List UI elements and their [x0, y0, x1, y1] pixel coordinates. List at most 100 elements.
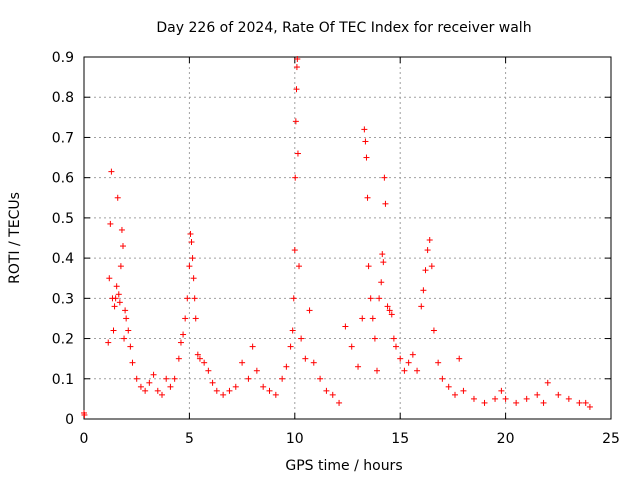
data-point	[154, 387, 161, 394]
data-point	[213, 387, 220, 394]
x-tick-label: 5	[185, 431, 194, 447]
x-tick-label: 20	[497, 431, 515, 447]
data-point	[158, 391, 165, 398]
x-tick-label: 15	[391, 431, 409, 447]
data-point	[239, 359, 246, 366]
data-point	[565, 395, 572, 402]
data-point	[117, 263, 124, 270]
data-point	[555, 391, 562, 398]
data-point	[106, 275, 113, 282]
data-point	[163, 375, 170, 382]
data-point	[523, 395, 530, 402]
data-point	[187, 230, 194, 237]
x-tick-label: 25	[602, 431, 620, 447]
x-axis-label: GPS time / hours	[285, 458, 402, 474]
y-tick-label: 0.4	[52, 251, 74, 267]
data-point	[576, 399, 583, 406]
data-point	[119, 243, 126, 250]
data-point	[188, 239, 195, 246]
data-point	[513, 399, 520, 406]
data-point	[540, 399, 547, 406]
data-point	[137, 383, 144, 390]
data-point	[283, 363, 290, 370]
data-point	[81, 411, 88, 418]
data-point	[121, 335, 128, 342]
data-point	[133, 375, 140, 382]
data-point	[105, 339, 112, 346]
y-tick-label: 0.9	[52, 50, 74, 66]
axis-ticks	[83, 56, 612, 420]
data-point	[306, 307, 313, 314]
data-point	[342, 323, 349, 330]
data-point	[296, 263, 303, 270]
y-axis-label: ROTI / TECUs	[7, 192, 23, 284]
data-point	[390, 335, 397, 342]
data-point	[379, 251, 386, 258]
data-point	[191, 295, 198, 302]
data-point	[397, 355, 404, 362]
data-point	[414, 367, 421, 374]
data-point	[430, 327, 437, 334]
data-point	[175, 355, 182, 362]
data-point	[291, 247, 298, 254]
x-tick-label: 10	[286, 431, 304, 447]
y-tick-label: 0	[65, 412, 74, 428]
data-point	[260, 383, 267, 390]
data-point	[186, 263, 193, 270]
data-point	[498, 387, 505, 394]
data-point	[428, 263, 435, 270]
data-point	[364, 194, 371, 201]
data-point	[355, 363, 362, 370]
data-point	[534, 391, 541, 398]
data-point	[287, 343, 294, 350]
data-point	[382, 200, 389, 207]
data-point	[111, 303, 118, 310]
data-point	[294, 150, 301, 157]
data-point	[380, 259, 387, 266]
data-point	[116, 299, 123, 306]
data-point	[201, 359, 208, 366]
data-point	[292, 118, 299, 125]
data-point	[209, 379, 216, 386]
data-point	[502, 395, 509, 402]
data-point	[456, 355, 463, 362]
data-point	[294, 56, 301, 63]
data-point	[194, 351, 201, 358]
data-point	[293, 86, 300, 93]
chart-title: Day 226 of 2024, Rate Of TEC Index for r…	[156, 20, 531, 36]
data-point	[405, 359, 412, 366]
data-point	[125, 327, 132, 334]
data-point	[167, 383, 174, 390]
data-point	[249, 343, 256, 350]
data-point	[113, 283, 120, 290]
data-point	[110, 327, 117, 334]
data-point	[481, 399, 488, 406]
data-point	[108, 168, 115, 175]
data-point	[302, 355, 309, 362]
data-point	[189, 255, 196, 262]
data-point	[122, 307, 129, 314]
data-point	[298, 335, 305, 342]
y-tick-label: 0.7	[52, 130, 74, 146]
data-point	[279, 375, 286, 382]
y-tick-labels: 0 0.1 0.2 0.3 0.4 0.5 0.6 0.7 0.8 0.9	[52, 50, 74, 428]
data-point	[184, 295, 191, 302]
data-point	[367, 295, 374, 302]
data-point	[180, 331, 187, 338]
data-point	[336, 399, 343, 406]
x-tick-labels: 0 5 10 15 20 25	[80, 431, 620, 447]
data-point	[107, 220, 114, 227]
data-points	[81, 56, 593, 418]
data-point	[266, 387, 273, 394]
data-point	[290, 295, 297, 302]
data-point	[127, 343, 134, 350]
y-tick-label: 0.8	[52, 90, 74, 106]
data-point	[586, 403, 593, 410]
data-point	[420, 287, 427, 294]
data-point	[388, 311, 395, 318]
data-point	[376, 295, 383, 302]
data-point	[115, 291, 122, 298]
data-point	[192, 315, 199, 322]
data-point	[384, 303, 391, 310]
